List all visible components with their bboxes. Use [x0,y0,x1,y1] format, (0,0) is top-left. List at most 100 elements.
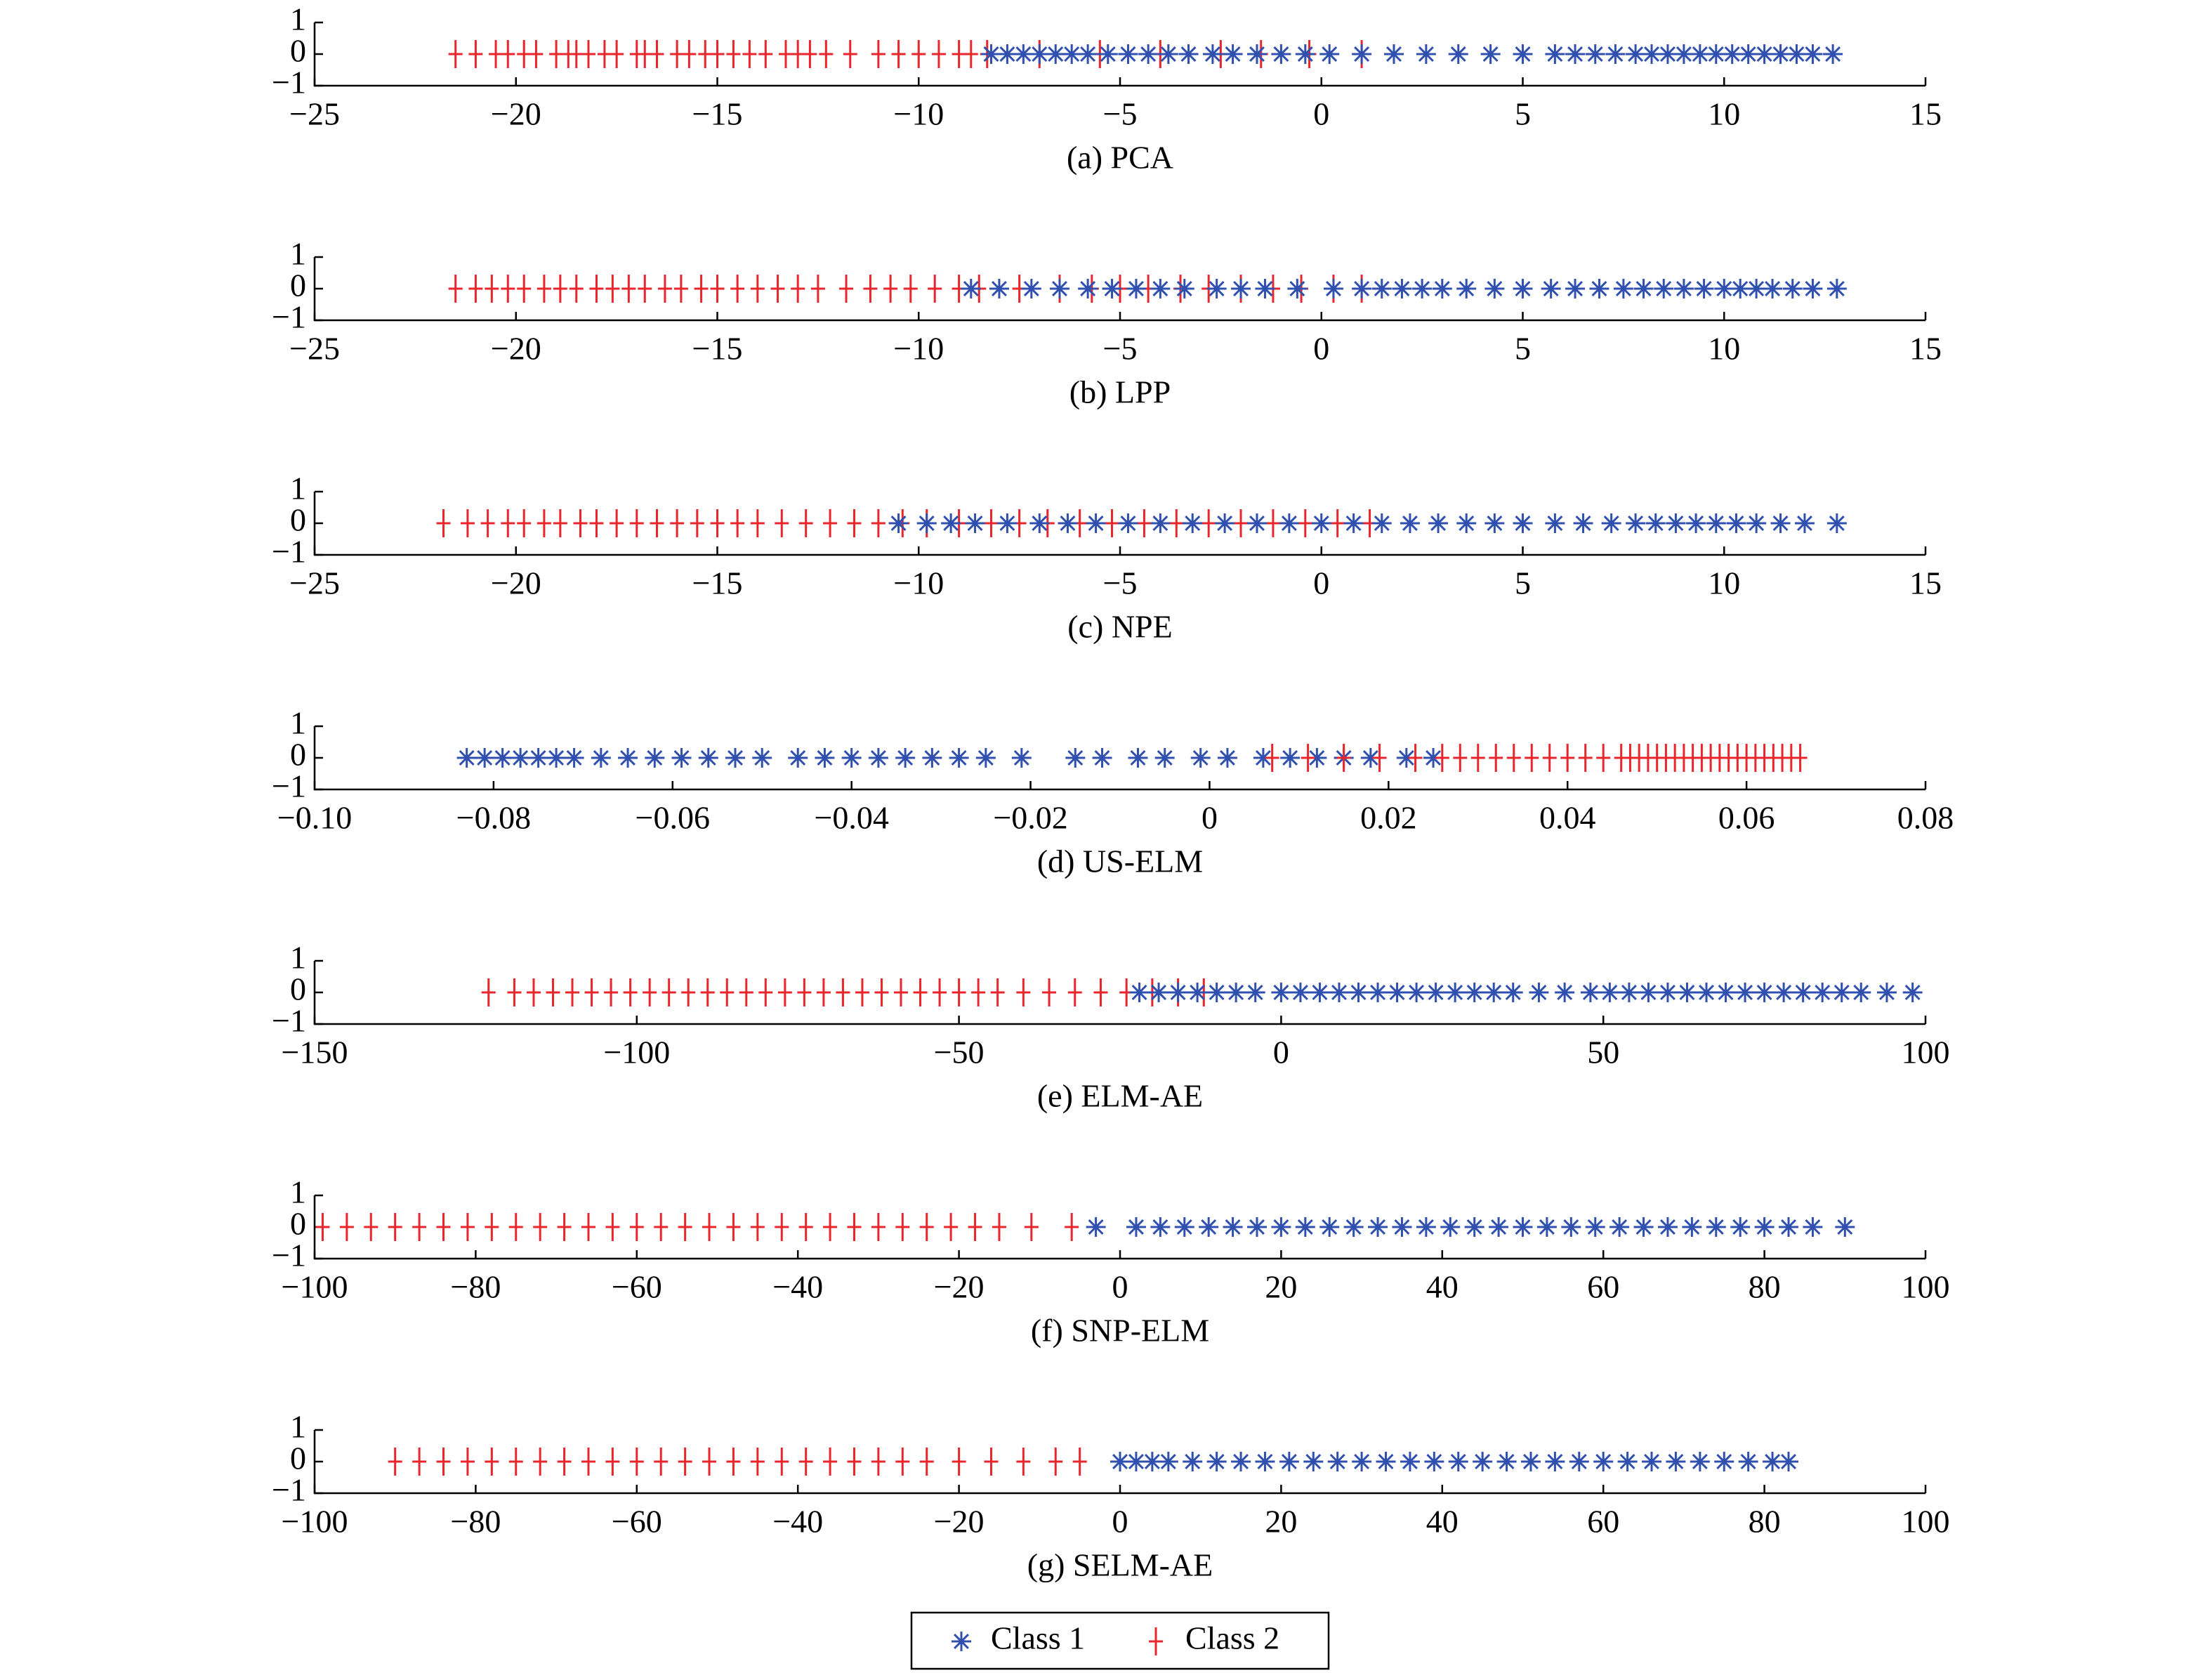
point [1682,1217,1702,1237]
point [1754,44,1775,64]
point [501,40,515,68]
legend-label: Class 2 [1185,1620,1279,1656]
x-tick-label: 10 [1708,565,1740,601]
point [569,275,584,303]
point [1600,983,1620,1002]
point [1525,744,1539,772]
point [1782,279,1803,298]
point [436,509,451,537]
point [581,1448,595,1476]
point [1408,744,1423,772]
point [1520,1452,1541,1471]
point [871,1213,886,1241]
point [1638,983,1659,1002]
point [621,275,636,303]
point [1042,978,1057,1006]
point [1793,744,1808,772]
point [888,513,909,533]
x-tick-label: −20 [934,1504,985,1540]
point [922,748,942,768]
point [1722,44,1742,64]
point [788,748,808,768]
x-tick-label: 10 [1708,331,1740,367]
point [1565,279,1586,298]
point [673,275,688,303]
point [1426,983,1446,1002]
point [1770,44,1791,64]
y-tick-label: 1 [290,940,306,976]
point [1396,748,1416,768]
point [610,509,624,537]
point [933,978,947,1006]
point [1110,1452,1130,1471]
point [1174,279,1194,298]
point [501,509,515,537]
point [1489,744,1503,772]
point [730,509,745,537]
point [1503,983,1523,1002]
point [1021,279,1041,298]
x-tick-label: −15 [692,331,743,367]
point [1327,1452,1348,1471]
point [1826,279,1847,298]
point [1011,748,1032,768]
point [894,978,909,1006]
point [489,40,503,68]
point [855,978,869,1006]
point [654,1213,669,1241]
point [1585,1217,1605,1237]
point [1754,1217,1775,1237]
x-tick-label: 15 [1909,331,1942,367]
point [412,1448,427,1476]
point [797,978,812,1006]
point [1126,279,1146,298]
x-tick-label: 0.02 [1360,800,1417,836]
point [1093,978,1108,1006]
point [533,1448,548,1476]
point [1086,1217,1106,1237]
x-tick-label: 100 [1902,1269,1950,1305]
point [1217,748,1237,768]
point [1046,44,1066,64]
point [1726,513,1746,533]
point [895,1213,910,1241]
point [569,40,584,68]
point [1677,983,1697,1002]
point [460,1213,475,1241]
point [1271,983,1291,1002]
point [1561,1217,1581,1237]
point [448,275,463,303]
point [791,40,805,68]
x-tick-label: −20 [491,565,541,601]
point [984,1448,999,1476]
point [928,275,942,303]
point [690,509,704,537]
point [480,509,495,537]
point [992,1213,1006,1241]
point [1371,279,1392,298]
y-tick-label: 1 [290,236,306,272]
point [1105,509,1119,537]
y-tick-label: 1 [290,705,306,741]
x-tick-label: 10 [1708,96,1740,132]
x-tick-label: 15 [1909,96,1942,132]
point [1617,1452,1638,1471]
point [810,275,825,303]
point [1657,1217,1678,1237]
x-tick-label: −0.10 [277,800,352,836]
point [678,1213,692,1241]
point [591,748,611,768]
x-tick-label: 80 [1749,1504,1781,1540]
point [1763,279,1783,298]
point [1738,44,1758,64]
x-tick-label: −5 [1103,331,1138,367]
point [546,748,567,768]
point [1231,1452,1251,1471]
point [468,275,483,303]
point [700,978,715,1006]
x-tick-label: −80 [450,1269,501,1305]
point [949,748,969,768]
point [1423,748,1444,768]
point [1730,1217,1751,1237]
point [775,509,789,537]
